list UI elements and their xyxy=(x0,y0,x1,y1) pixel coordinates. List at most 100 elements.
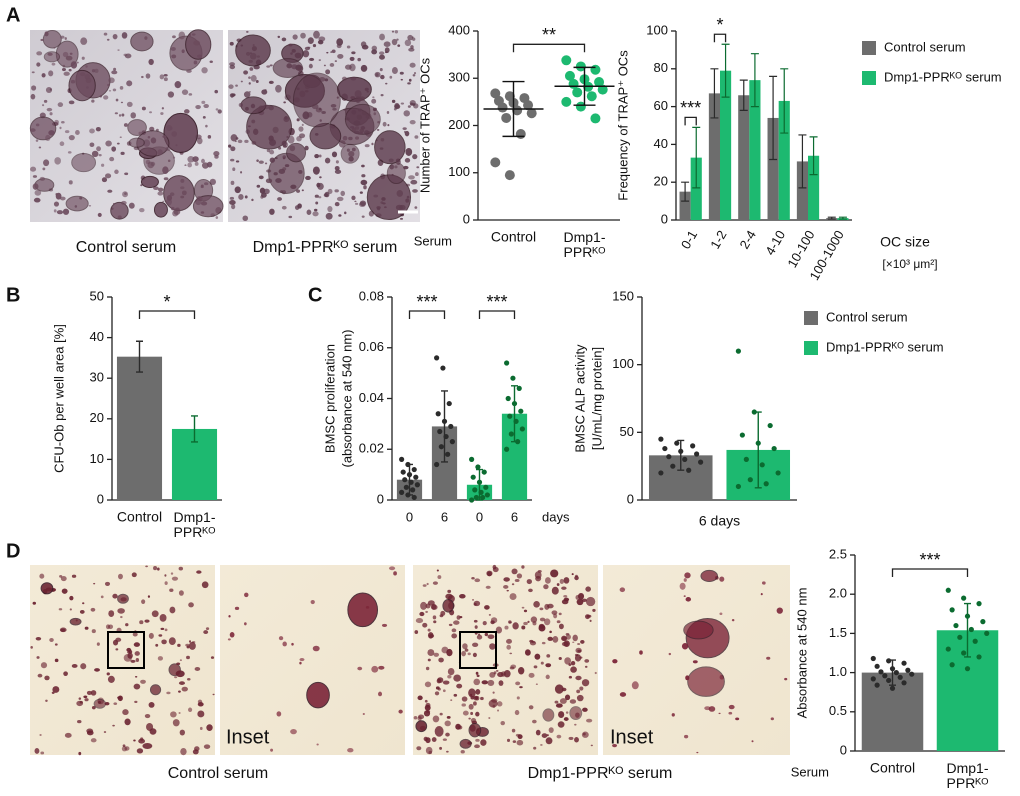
photo-speck xyxy=(78,697,82,700)
photo-speck xyxy=(304,46,311,51)
photo-speck xyxy=(69,617,82,626)
significance-bracket xyxy=(138,310,196,319)
photo-speck xyxy=(389,75,393,79)
photo-speck xyxy=(49,637,54,642)
photo-speck xyxy=(472,642,479,648)
photo-speck xyxy=(404,158,411,163)
photo-speck xyxy=(134,651,140,656)
photo-speck xyxy=(377,121,381,124)
photo-speck xyxy=(509,593,517,601)
photo-speck xyxy=(427,649,435,657)
y-axis-label: Absorbance at 540 nm xyxy=(794,588,809,719)
photo-speck xyxy=(574,723,577,726)
bar xyxy=(749,80,761,220)
significance-bracket xyxy=(408,310,446,319)
photo-speck xyxy=(269,208,275,215)
photo-speck xyxy=(514,578,520,583)
photo-speck xyxy=(396,38,399,41)
photo-speck xyxy=(336,38,344,46)
photo-speck xyxy=(487,571,492,577)
photo-speck xyxy=(268,80,274,84)
legend-label: Control serum xyxy=(884,39,966,54)
photo-speck xyxy=(344,64,352,70)
photo-speck xyxy=(75,129,80,135)
photo-speck xyxy=(556,583,560,586)
photo-speck xyxy=(371,49,378,55)
photo-speck xyxy=(197,710,205,718)
y-tick-label: 0 xyxy=(377,491,384,506)
photo-speck xyxy=(80,37,88,45)
photo-speck xyxy=(431,603,437,610)
photo-speck xyxy=(511,728,516,733)
bar xyxy=(720,70,732,220)
photo-speck xyxy=(309,57,315,62)
photo-speck xyxy=(511,583,515,586)
photo-speck xyxy=(203,630,209,635)
photo-speck xyxy=(115,648,119,651)
photo-speck xyxy=(424,699,428,703)
photo-speck xyxy=(180,747,187,756)
photo-speck xyxy=(43,159,50,167)
photo-speck xyxy=(360,179,368,186)
photo xyxy=(220,565,405,755)
photo-speck xyxy=(558,623,564,630)
photo-speck xyxy=(565,632,570,636)
y-axis-label: [U/mL/mg protein] xyxy=(589,347,604,450)
significance-label: *** xyxy=(486,292,507,312)
photo-speck xyxy=(484,632,489,637)
photo-speck xyxy=(147,595,151,598)
error-bar xyxy=(136,340,143,373)
photo-speck xyxy=(405,148,413,156)
photo-speck xyxy=(147,161,154,169)
photo-speck xyxy=(378,665,385,670)
photo-speck xyxy=(301,123,304,127)
photo-speck xyxy=(447,667,455,676)
photo-speck xyxy=(86,690,92,695)
x-tick-label: 0 xyxy=(476,509,483,524)
photo-speck xyxy=(59,126,62,130)
photo-speck xyxy=(40,751,45,755)
y-tick-label: 100 xyxy=(646,22,668,37)
photo-speck xyxy=(359,128,365,133)
photo-speck xyxy=(364,144,370,148)
photo-speck xyxy=(399,71,404,75)
photo-speck xyxy=(59,574,63,578)
photo-speck xyxy=(90,607,96,612)
photo-speck xyxy=(488,717,491,719)
significance-label: ** xyxy=(542,25,556,45)
photo-speck xyxy=(284,164,290,168)
photo-speck xyxy=(440,610,446,616)
photo-speck xyxy=(336,196,344,202)
photo-speck xyxy=(124,192,127,196)
photo-speck xyxy=(101,177,108,183)
photo-speck xyxy=(612,659,618,664)
photo-speck xyxy=(58,608,63,611)
photo-speck xyxy=(425,666,430,671)
photo-speck xyxy=(93,582,96,585)
data-point xyxy=(411,466,417,473)
photo-speck xyxy=(585,596,596,607)
x-axis-label: 6 days xyxy=(699,513,740,529)
photo-speck xyxy=(563,717,569,721)
data-point xyxy=(572,87,583,98)
photo-speck xyxy=(558,612,562,616)
photo-speck xyxy=(112,593,118,599)
data-point xyxy=(739,432,745,438)
photo-speck xyxy=(506,589,509,592)
photo-speck xyxy=(584,665,588,668)
photo-speck xyxy=(331,151,338,158)
photo-speck xyxy=(203,744,211,749)
photo-speck xyxy=(159,614,167,622)
photo-speck xyxy=(442,598,455,613)
photo-speck xyxy=(348,136,353,141)
data-point xyxy=(594,77,605,88)
photo-speck xyxy=(145,73,151,79)
photo-speck xyxy=(414,630,419,634)
photo-speck xyxy=(356,114,363,120)
y-tick-label: 0.5 xyxy=(829,703,847,718)
data-point xyxy=(945,587,951,593)
significance-label: * xyxy=(163,292,170,312)
photo-speck xyxy=(138,131,142,135)
photo-speck xyxy=(516,739,524,746)
